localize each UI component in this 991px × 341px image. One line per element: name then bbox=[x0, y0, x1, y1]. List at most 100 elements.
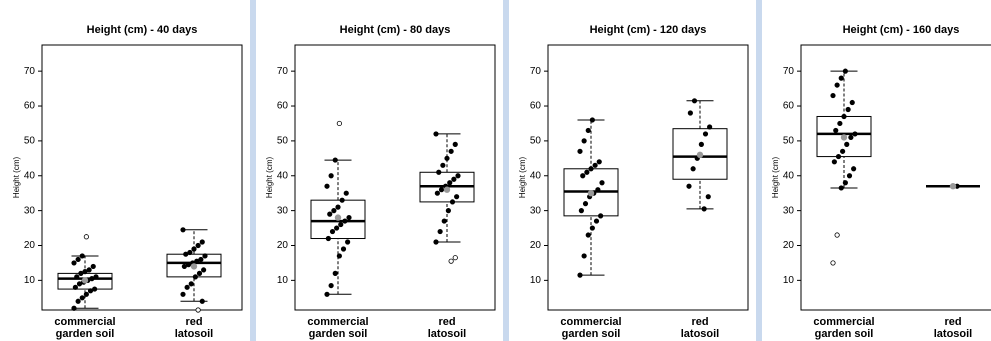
data-point bbox=[707, 124, 713, 130]
data-point bbox=[837, 120, 843, 127]
y-tick-label: 50 bbox=[530, 136, 542, 147]
y-tick-label: 70 bbox=[530, 66, 542, 77]
data-point bbox=[592, 162, 598, 168]
data-point bbox=[701, 206, 707, 212]
data-point bbox=[580, 173, 586, 179]
data-point bbox=[324, 183, 330, 189]
mean-point bbox=[190, 263, 198, 270]
data-point bbox=[83, 291, 89, 297]
x-tick-label-line: commercial bbox=[54, 316, 115, 328]
y-tick-label: 30 bbox=[277, 205, 289, 216]
data-point bbox=[686, 183, 692, 189]
data-point bbox=[433, 131, 439, 137]
data-point bbox=[345, 239, 351, 245]
data-point bbox=[196, 270, 203, 276]
data-point bbox=[585, 232, 591, 238]
y-axis-label: Height (cm) bbox=[12, 156, 21, 198]
y-axis-label: Height (cm) bbox=[265, 156, 274, 198]
y-tick-label: 60 bbox=[24, 101, 36, 112]
x-tick-label: red latosoil bbox=[934, 316, 973, 340]
data-point bbox=[334, 225, 340, 231]
data-point bbox=[589, 225, 595, 231]
x-tick-label-line: red bbox=[944, 316, 961, 328]
data-point bbox=[845, 106, 851, 113]
x-tick-label-line: latosoil bbox=[175, 328, 214, 340]
data-point bbox=[441, 218, 447, 224]
panel-separator bbox=[250, 0, 256, 341]
outlier-point bbox=[195, 307, 201, 313]
data-point bbox=[336, 253, 342, 259]
data-point bbox=[702, 131, 709, 137]
outlier-point bbox=[830, 260, 836, 266]
data-point bbox=[705, 194, 711, 200]
data-point bbox=[844, 141, 850, 147]
y-tick-label: 30 bbox=[783, 205, 795, 216]
data-point bbox=[437, 228, 443, 235]
data-point bbox=[324, 291, 330, 297]
data-point bbox=[433, 239, 439, 245]
data-point bbox=[71, 305, 77, 311]
outlier-point bbox=[452, 255, 458, 261]
data-point bbox=[328, 173, 334, 179]
data-point bbox=[191, 246, 197, 252]
x-tick-label-line: latosoil bbox=[934, 328, 973, 340]
data-point bbox=[585, 127, 591, 134]
data-point bbox=[328, 282, 334, 289]
data-point bbox=[588, 166, 594, 172]
data-point bbox=[840, 148, 846, 154]
y-tick-label: 10 bbox=[783, 275, 795, 286]
data-point bbox=[332, 270, 338, 276]
x-tick-label-line: red bbox=[438, 316, 455, 328]
data-point bbox=[687, 110, 693, 116]
data-point bbox=[180, 227, 186, 233]
mean-point bbox=[443, 186, 451, 193]
data-point bbox=[335, 204, 341, 210]
data-point bbox=[90, 263, 96, 270]
y-tick-label: 60 bbox=[783, 101, 795, 112]
data-point bbox=[842, 180, 848, 186]
y-tick-label: 70 bbox=[277, 66, 289, 77]
data-point bbox=[690, 166, 696, 172]
x-tick-label-line: latosoil bbox=[428, 328, 467, 340]
data-point bbox=[346, 214, 352, 221]
data-point bbox=[848, 134, 854, 141]
data-point bbox=[582, 201, 589, 207]
data-point bbox=[192, 274, 198, 280]
data-point bbox=[199, 239, 205, 245]
data-point bbox=[327, 211, 333, 217]
box bbox=[672, 128, 728, 180]
data-point bbox=[577, 148, 583, 154]
y-tick-label: 60 bbox=[530, 101, 542, 112]
data-point bbox=[72, 284, 78, 290]
x-tick-label: commercial garden soil bbox=[560, 316, 621, 340]
y-axis-label: Height (cm) bbox=[771, 156, 780, 198]
data-point bbox=[198, 256, 204, 263]
data-point bbox=[332, 157, 338, 163]
x-tick-label-line: commercial bbox=[560, 316, 621, 328]
data-point bbox=[595, 187, 601, 193]
data-point bbox=[187, 249, 193, 256]
outlier-point bbox=[448, 258, 454, 264]
data-point bbox=[325, 235, 331, 242]
y-tick-label: 10 bbox=[24, 275, 36, 286]
y-tick-label: 40 bbox=[24, 170, 36, 181]
y-tick-label: 50 bbox=[783, 136, 795, 147]
y-tick-label: 50 bbox=[24, 136, 36, 147]
data-point bbox=[342, 218, 348, 224]
data-point bbox=[849, 99, 855, 106]
data-point bbox=[436, 169, 442, 175]
y-tick-label: 30 bbox=[24, 205, 36, 216]
data-point bbox=[831, 159, 837, 165]
data-point bbox=[444, 155, 450, 161]
mean-point bbox=[840, 134, 848, 141]
data-point bbox=[834, 82, 840, 88]
data-point bbox=[691, 98, 698, 104]
mean-point bbox=[587, 189, 595, 197]
y-tick-label: 70 bbox=[24, 66, 36, 77]
data-point bbox=[581, 138, 587, 144]
plot-frame bbox=[294, 44, 496, 311]
data-point bbox=[202, 253, 208, 259]
plot-frame bbox=[547, 44, 749, 311]
mean-point bbox=[334, 214, 342, 221]
data-point bbox=[180, 291, 186, 297]
